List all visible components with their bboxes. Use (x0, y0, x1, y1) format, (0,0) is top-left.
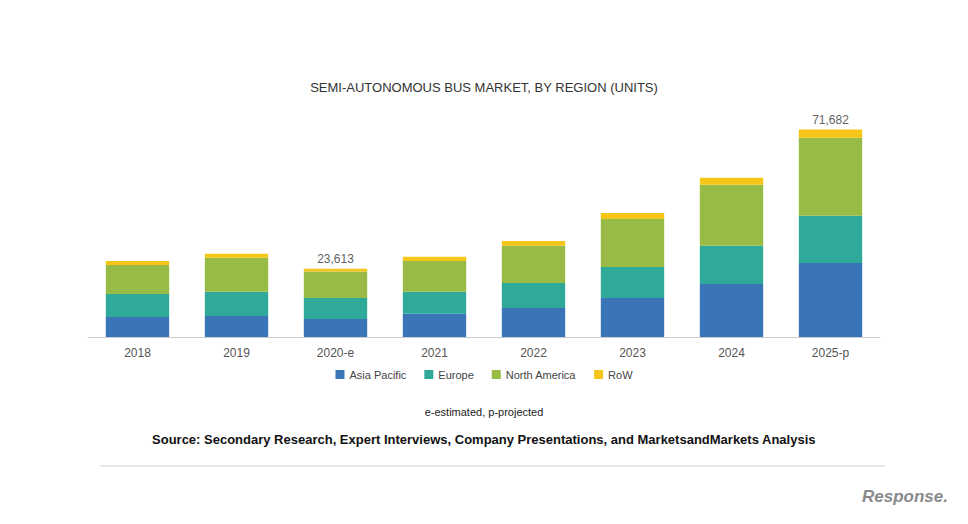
svg-text:2023: 2023 (619, 346, 646, 360)
svg-text:Asia Pacific: Asia Pacific (349, 369, 406, 381)
svg-text:23,613: 23,613 (317, 252, 354, 266)
svg-text:2020-e: 2020-e (317, 346, 355, 360)
svg-text:2019: 2019 (223, 346, 250, 360)
svg-text:SEMI-AUTONOMOUS BUS MARKET, BY: SEMI-AUTONOMOUS BUS MARKET, BY REGION (U… (310, 80, 658, 95)
svg-text:RoW: RoW (608, 369, 633, 381)
svg-text:2021: 2021 (421, 346, 448, 360)
svg-text:71,682: 71,682 (812, 113, 849, 127)
svg-text:Source: Secondary Research, Ex: Source: Secondary Research, Expert Inter… (152, 432, 816, 447)
svg-text:Europe: Europe (438, 369, 473, 381)
svg-text:2022: 2022 (520, 346, 547, 360)
svg-text:Response.: Response. (862, 487, 948, 506)
svg-text:2025-p: 2025-p (812, 346, 850, 360)
svg-text:2018: 2018 (124, 346, 151, 360)
svg-text:2024: 2024 (718, 346, 745, 360)
svg-text:e-estimated, p-projected: e-estimated, p-projected (425, 406, 544, 418)
svg-text:North America: North America (506, 369, 577, 381)
